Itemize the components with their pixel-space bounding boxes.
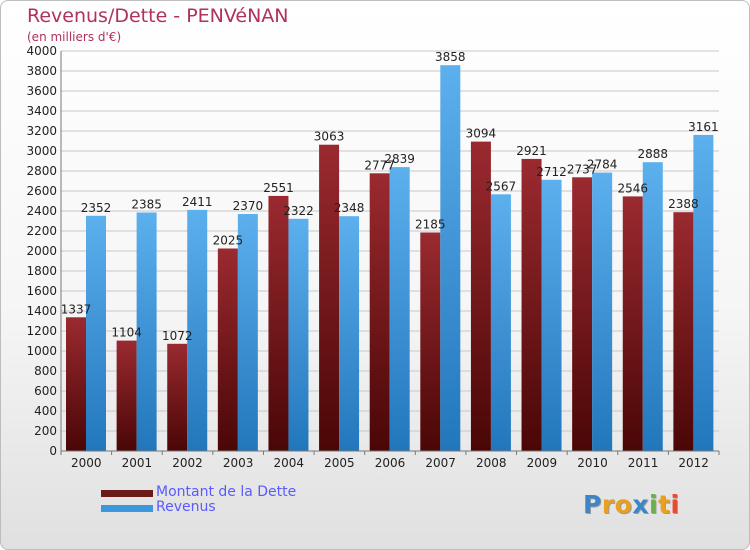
value-label-dette-2010: 2737	[567, 162, 598, 176]
value-label-revenus-2008: 2567	[486, 179, 517, 193]
y-tick-label-200: 200	[34, 424, 57, 438]
bar-revenus-2011	[642, 162, 663, 451]
y-tick-label-800: 800	[34, 364, 57, 378]
value-label-revenus-2002: 2411	[182, 195, 213, 209]
value-label-dette-2001: 1104	[111, 326, 142, 340]
y-tick-label-3000: 3000	[26, 144, 57, 158]
y-tick-label-2400: 2400	[26, 204, 57, 218]
bar-revenus-2001	[136, 212, 157, 451]
value-labels: 1337 2352 1104 2385 1072 2411 2025 2370 2551 2322…	[61, 50, 719, 343]
value-label-dette-2006: 2777	[364, 158, 395, 172]
bar-dette-2002	[167, 343, 188, 451]
y-tick-label-1400: 1400	[26, 304, 57, 318]
bar-dette-2010	[572, 177, 593, 452]
legend-label-revenus: Revenus	[156, 499, 216, 515]
y-tick-label-3200: 3200	[26, 124, 57, 138]
bar-revenus-2007	[440, 65, 461, 451]
value-label-dette-2000: 1337	[61, 302, 92, 316]
bar-dette-2005	[319, 144, 340, 451]
y-tick-label-2600: 2600	[26, 184, 57, 198]
y-tick-label-1200: 1200	[26, 324, 57, 338]
bar-revenus-2000	[86, 215, 106, 451]
y-tick-label-2000: 2000	[26, 244, 57, 258]
y-tick-label-3400: 3400	[26, 104, 57, 118]
bar-revenus-2006	[389, 167, 410, 451]
bar-revenus-2009	[541, 179, 562, 452]
bar-revenus-2012	[693, 134, 714, 451]
value-label-revenus-2004: 2322	[283, 204, 314, 218]
bar-revenus-2005	[339, 216, 360, 451]
value-label-dette-2012: 2388	[668, 197, 699, 211]
value-label-revenus-2007: 3858	[435, 50, 466, 64]
x-tick-label-2005: 2005	[324, 456, 355, 470]
x-tick-label-2004: 2004	[273, 456, 304, 470]
y-tick-label-2800: 2800	[26, 164, 57, 178]
y-tick-label-0: 0	[49, 444, 57, 458]
legend-label-dette: Montant de la Dette	[156, 484, 297, 500]
bar-dette-2000	[66, 317, 86, 451]
legend-swatch-revenus	[101, 505, 153, 512]
y-tick-label-2200: 2200	[26, 224, 57, 238]
value-label-revenus-2009: 2712	[536, 165, 567, 179]
x-tick-label-2011: 2011	[628, 456, 659, 470]
y-tick-label-1600: 1600	[26, 284, 57, 298]
value-label-dette-2005: 3063	[314, 130, 345, 144]
bar-revenus-2003	[237, 214, 258, 451]
x-tick-label-2010: 2010	[577, 456, 608, 470]
x-tick-label-2003: 2003	[223, 456, 254, 470]
value-label-revenus-2011: 2888	[637, 147, 668, 161]
value-label-dette-2011: 2546	[617, 181, 648, 195]
value-label-revenus-2005: 2348	[334, 201, 365, 215]
y-tick-label-3800: 3800	[26, 64, 57, 78]
x-tick-label-2012: 2012	[678, 456, 709, 470]
value-label-dette-2003: 2025	[213, 234, 244, 248]
value-label-dette-2002: 1072	[162, 329, 193, 343]
value-label-dette-2004: 2551	[263, 181, 294, 195]
bar-revenus-2002	[187, 209, 208, 451]
bar-revenus-2008	[490, 194, 511, 452]
x-tick-label-2008: 2008	[476, 456, 507, 470]
bar-dette-2007	[420, 232, 441, 451]
value-label-revenus-2012: 3161	[688, 120, 719, 134]
bar-dette-2009	[521, 158, 542, 451]
y-tick-label-400: 400	[34, 404, 57, 418]
chart-title: Revenus/Dette - PENVéNAN	[27, 5, 289, 27]
bar-revenus-2010	[592, 172, 613, 451]
legend-swatch-dette	[101, 490, 153, 497]
value-label-dette-2008: 3094	[466, 127, 497, 141]
x-tick-label-2007: 2007	[425, 456, 456, 470]
bar-dette-2006	[369, 173, 390, 452]
value-label-revenus-2006: 2839	[384, 152, 415, 166]
bar-dette-2011	[622, 196, 643, 451]
value-label-revenus-2003: 2370	[233, 199, 264, 213]
y-tick-label-1800: 1800	[26, 264, 57, 278]
bar-dette-2008	[470, 141, 491, 451]
x-tick-label-2002: 2002	[172, 456, 203, 470]
bars	[66, 65, 714, 452]
proxiti-logo: Proxiti	[583, 490, 680, 519]
x-tick-label-2001: 2001	[122, 456, 153, 470]
bar-dette-2004	[268, 195, 289, 451]
value-label-revenus-2000: 2352	[81, 201, 112, 215]
value-label-dette-2007: 2185	[415, 218, 446, 232]
x-tick-label-2006: 2006	[375, 456, 406, 470]
value-label-revenus-2001: 2385	[131, 198, 162, 212]
y-tick-label-3600: 3600	[26, 84, 57, 98]
x-tick-label-2000: 2000	[71, 456, 102, 470]
y-tick-label-1000: 1000	[26, 344, 57, 358]
value-label-dette-2009: 2921	[516, 144, 547, 158]
bar-dette-2012	[673, 212, 694, 451]
bar-dette-2001	[116, 340, 137, 451]
axes: 0 200 400 600 800 1000 1200 1400 1600 1800 2000 220…	[26, 44, 720, 470]
x-tick-label-2009: 2009	[527, 456, 558, 470]
bar-dette-2003	[217, 248, 238, 451]
y-tick-label-600: 600	[34, 384, 57, 398]
value-label-revenus-2010: 2784	[587, 158, 618, 172]
chart-subtitle: (en milliers d'€)	[27, 30, 122, 44]
y-tick-label-4000: 4000	[26, 44, 57, 58]
bar-revenus-2004	[288, 218, 309, 451]
